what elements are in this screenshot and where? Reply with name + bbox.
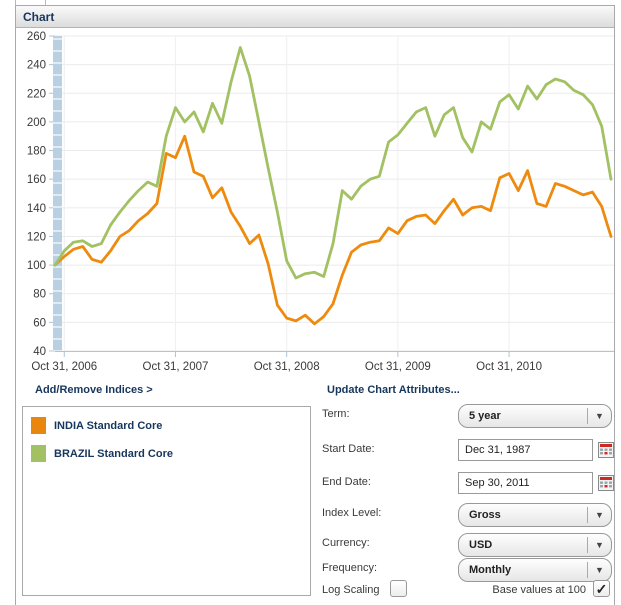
start-date-input[interactable]: Dec 31, 1987 [458, 439, 593, 461]
term-label: Term: [322, 408, 350, 420]
svg-text:180: 180 [27, 146, 46, 158]
legend-item-brazil: BRAZIL Standard Core [31, 445, 173, 462]
chevron-down-icon: ▼ [587, 408, 611, 424]
brazil-color-swatch [31, 445, 46, 462]
legend-box: INDIA Standard Core BRAZIL Standard Core [22, 406, 311, 596]
attributes-section: Add/Remove Indices > Update Chart Attrib… [16, 380, 614, 605]
calendar-icon[interactable] [598, 442, 614, 458]
svg-text:Oct 31, 2009: Oct 31, 2009 [365, 361, 431, 373]
add-remove-indices-link[interactable]: Add/Remove Indices > [35, 384, 153, 396]
frequency-label: Frequency: [322, 562, 378, 574]
calendar-icon[interactable] [598, 475, 614, 491]
svg-text:220: 220 [27, 88, 46, 100]
svg-text:140: 140 [27, 203, 46, 215]
svg-text:160: 160 [27, 174, 46, 186]
svg-text:60: 60 [33, 317, 46, 329]
update-chart-attributes-link[interactable]: Update Chart Attributes... [327, 384, 460, 396]
base-values-label: Base values at 100 [492, 584, 586, 596]
legend-label: INDIA Standard Core [54, 419, 163, 432]
currency-value: USD [469, 539, 493, 551]
chart-area: 40 60 80 100 120 140 160 180 200 220 240 260 Oct 31,… [16, 28, 614, 380]
svg-text:240: 240 [27, 60, 46, 72]
term-dropdown[interactable]: 5 year ▼ [458, 404, 612, 428]
legend-item-india: INDIA Standard Core [31, 417, 162, 434]
tab-divider [45, 0, 46, 5]
svg-text:260: 260 [27, 31, 46, 43]
panel-header: Chart [16, 6, 614, 28]
svg-text:Oct 31, 2007: Oct 31, 2007 [143, 361, 209, 373]
end-date-input[interactable]: Sep 30, 2011 [458, 472, 593, 494]
legend-label: BRAZIL Standard Core [54, 447, 173, 460]
end-date-label: End Date: [322, 476, 371, 488]
term-value: 5 year [469, 410, 501, 422]
frequency-dropdown[interactable]: Monthly ▼ [458, 558, 612, 582]
tab-divider [15, 0, 16, 5]
chevron-down-icon: ▼ [587, 507, 611, 523]
panel-title: Chart [23, 9, 55, 24]
log-scaling-checkbox[interactable]: ✓ [390, 580, 407, 597]
svg-text:80: 80 [33, 289, 46, 301]
svg-text:40: 40 [33, 346, 46, 358]
chevron-down-icon: ▼ [587, 562, 611, 578]
price-chart: 40 60 80 100 120 140 160 180 200 220 240 260 Oct 31,… [27, 31, 614, 373]
log-scaling-label: Log Scaling [322, 584, 380, 596]
chart-left-drag-handle[interactable] [53, 36, 62, 351]
svg-text:120: 120 [27, 231, 46, 243]
currency-dropdown[interactable]: USD ▼ [458, 533, 612, 557]
frequency-value: Monthly [469, 564, 512, 576]
chevron-down-icon: ▼ [587, 537, 611, 553]
index-level-value: Gross [469, 509, 501, 521]
index-level-label: Index Level: [322, 507, 382, 519]
svg-text:Oct 31, 2008: Oct 31, 2008 [254, 361, 320, 373]
tab-strip-sliver [0, 0, 621, 5]
index-level-dropdown[interactable]: Gross ▼ [458, 503, 612, 527]
chart-panel: Chart 40 60 80 100 120 140 160 180 200 220 240 260 O… [15, 5, 615, 605]
currency-label: Currency: [322, 537, 370, 549]
svg-text:Oct 31, 2010: Oct 31, 2010 [476, 361, 542, 373]
base-values-checkbox[interactable]: ✓ [593, 580, 610, 597]
svg-text:100: 100 [27, 260, 46, 272]
svg-text:200: 200 [27, 117, 46, 129]
start-date-label: Start Date: [322, 443, 375, 455]
india-color-swatch [31, 417, 46, 434]
svg-text:Oct 31, 2006: Oct 31, 2006 [31, 361, 97, 373]
